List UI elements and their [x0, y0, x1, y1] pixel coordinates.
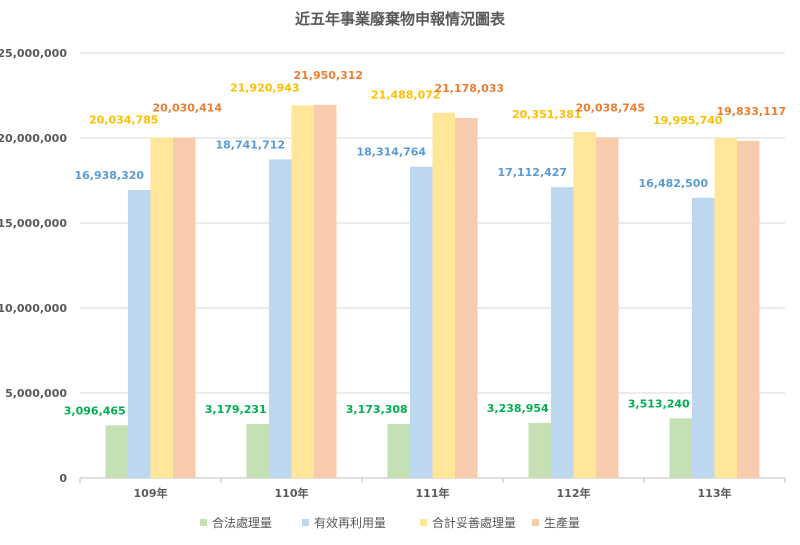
- bar: [105, 425, 128, 478]
- data-label: 18,314,764: [356, 146, 426, 159]
- bar: [573, 132, 596, 478]
- legend-label: 合法處理量: [212, 515, 272, 530]
- x-tick-label: 111年: [416, 486, 450, 500]
- bar: [128, 190, 151, 478]
- bar: [410, 166, 433, 478]
- bar: [387, 424, 410, 478]
- data-label: 18,741,712: [215, 138, 285, 151]
- y-tick-label: 10,000,000: [0, 302, 67, 315]
- bar: [455, 117, 478, 478]
- legend-swatch: [200, 519, 207, 526]
- data-label: 21,920,943: [230, 81, 300, 94]
- legend-swatch: [420, 519, 427, 526]
- legend-label: 合計妥善處理量: [432, 515, 516, 530]
- data-label: 3,173,308: [346, 403, 408, 416]
- data-label: 3,513,240: [628, 397, 690, 410]
- data-label: 20,351,381: [512, 108, 582, 121]
- x-tick-label: 113年: [698, 486, 732, 500]
- bar: [291, 105, 314, 479]
- legend-swatch: [302, 519, 309, 526]
- bar: [596, 137, 619, 478]
- bar: [269, 159, 292, 478]
- legend-swatch: [532, 519, 539, 526]
- bar: [669, 418, 692, 478]
- bar: [432, 112, 455, 479]
- legend-label: 生產量: [544, 515, 580, 530]
- bar: [246, 423, 269, 478]
- bar: [551, 187, 574, 478]
- data-label: 16,938,320: [74, 169, 144, 182]
- bar: [173, 137, 196, 478]
- data-label: 3,179,231: [205, 403, 267, 416]
- y-tick-label: 25,000,000: [0, 47, 67, 60]
- bar: [528, 422, 551, 478]
- data-label: 21,950,312: [293, 69, 363, 82]
- bar: [692, 197, 715, 479]
- data-label: 20,034,785: [89, 113, 159, 126]
- data-label: 3,096,465: [64, 404, 126, 417]
- bar: [737, 140, 760, 478]
- data-label: 3,238,954: [487, 402, 549, 415]
- bar: [314, 104, 337, 478]
- data-label: 20,038,745: [575, 101, 645, 114]
- data-label: 16,482,500: [638, 177, 708, 190]
- chart-title: 近五年事業廢棄物申報情況圖表: [295, 10, 506, 28]
- data-label: 21,178,033: [434, 82, 504, 95]
- data-label: 20,030,414: [152, 101, 222, 114]
- y-tick-label: 20,000,000: [0, 132, 67, 145]
- y-tick-label: 15,000,000: [0, 217, 67, 230]
- data-label: 19,995,740: [653, 114, 723, 127]
- legend-label: 有效再利用量: [314, 515, 386, 530]
- y-tick-label: 5,000,000: [5, 387, 67, 400]
- x-tick-label: 112年: [557, 486, 591, 500]
- data-label: 21,488,072: [371, 89, 441, 102]
- data-label: 19,833,117: [716, 105, 786, 118]
- bar: [714, 138, 737, 478]
- bar: [150, 137, 173, 478]
- x-tick-label: 110年: [275, 486, 309, 500]
- y-tick-label: 0: [59, 472, 67, 485]
- x-tick-label: 109年: [134, 486, 168, 500]
- data-label: 17,112,427: [497, 166, 567, 179]
